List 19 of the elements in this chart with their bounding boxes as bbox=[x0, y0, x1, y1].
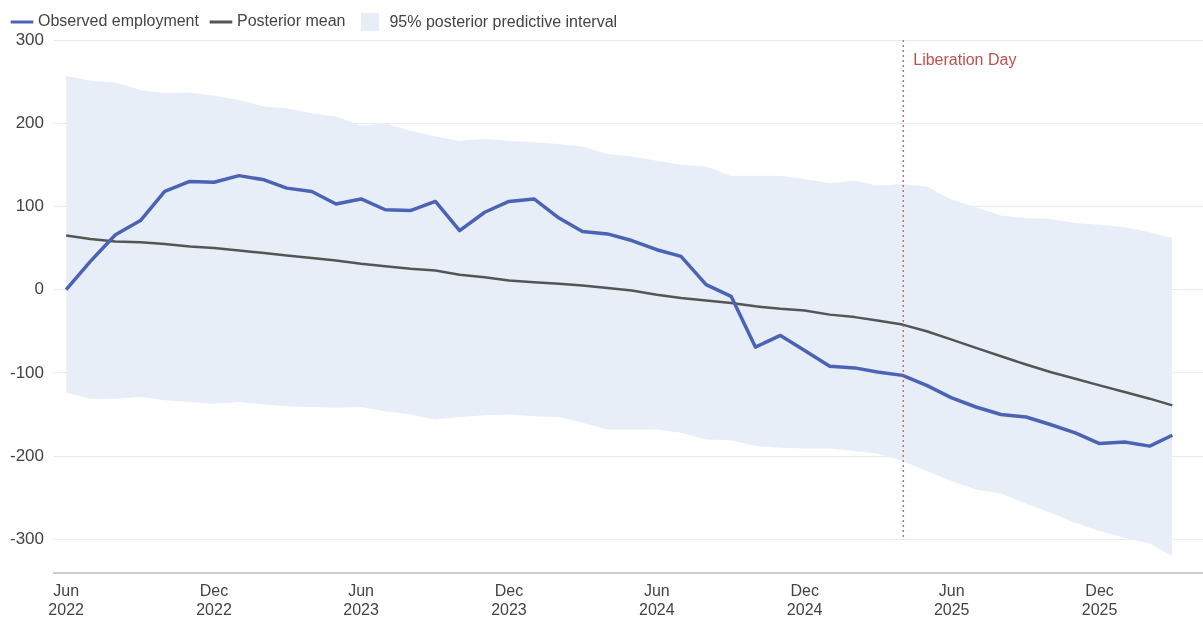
y-tick-label: 200 bbox=[15, 112, 45, 132]
x-tick-label: Jun 2024 bbox=[639, 581, 675, 618]
y-tick-label: 0 bbox=[34, 279, 45, 299]
x-tick-label: Dec 2024 bbox=[786, 581, 823, 618]
ref-line-label: Liberation Day bbox=[913, 51, 1017, 69]
y-tick-label: -300 bbox=[9, 529, 45, 548]
x-tick-label: Jun 2023 bbox=[343, 581, 379, 618]
y-tick-label: 100 bbox=[15, 196, 45, 216]
x-tick-label: Dec 2023 bbox=[491, 581, 527, 618]
legend-label: Posterior mean bbox=[236, 12, 346, 30]
x-tick-label: Jun 2022 bbox=[48, 581, 85, 618]
text: 95% posterior predictive interval bbox=[389, 13, 618, 31]
x-tick-label: Dec 2022 bbox=[196, 581, 232, 618]
y-tick-label: -200 bbox=[9, 445, 45, 465]
y-tick-label: 300 bbox=[15, 29, 45, 49]
legend-label: Observed employment bbox=[38, 12, 200, 30]
x-tick-label: Dec 2025 bbox=[1081, 581, 1118, 618]
x-tick-label: Jun 2025 bbox=[933, 581, 970, 618]
y-tick-label: -100 bbox=[9, 362, 45, 382]
